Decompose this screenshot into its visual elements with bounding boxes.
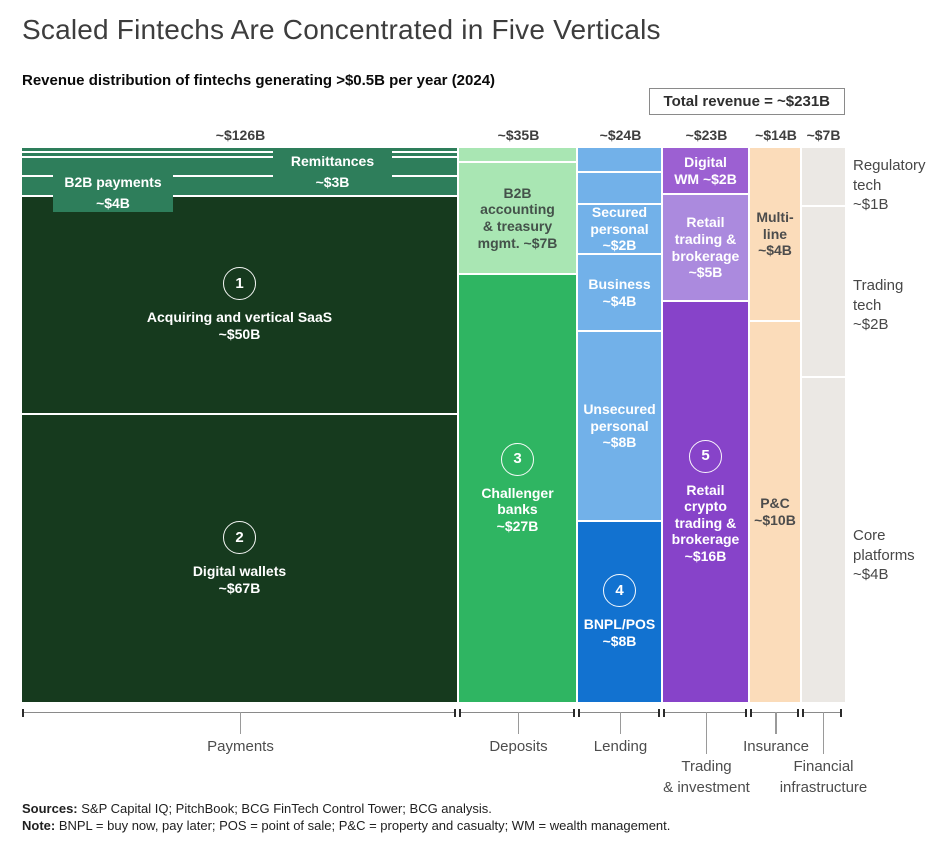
page-title: Scaled Fintechs Are Concentrated in Five… xyxy=(22,14,661,45)
segment-digital-wm: Digital WM ~$2B xyxy=(663,148,748,195)
segment-unlabeled-small xyxy=(578,148,661,173)
segment-multi-line: Multi-line ~$4B xyxy=(750,148,800,322)
segment-unlabeled-small xyxy=(459,148,576,163)
axis-leader-deposits xyxy=(517,712,519,734)
segment-unlabeled-small xyxy=(578,173,661,205)
axis-label-financial-infrastructure: Financial infrastructure xyxy=(779,758,868,796)
note-label: Note: xyxy=(22,818,56,833)
segment-unsecured-personal: Unsecured personal ~$8B xyxy=(578,332,661,522)
sources-label: Sources: xyxy=(22,801,78,816)
axis-label-insurance: Insurance xyxy=(743,738,809,755)
chart-subtitle: Revenue distribution of fintechs generat… xyxy=(22,72,496,89)
column-payments: 1 Acquiring and vertical SaaS ~$50B 2 Digita… xyxy=(22,148,459,702)
segment-unlabeled-small xyxy=(22,148,457,153)
axis-bracket-deposits xyxy=(459,709,575,717)
axis-bracket-financial-infrastructure xyxy=(802,709,842,717)
column-trading-investment: Digital WM ~$2B Retail trading & brokerage ~$… xyxy=(663,148,750,702)
segment-business: Business ~$4B xyxy=(578,255,661,332)
axis-bracket-payments xyxy=(22,709,456,717)
axis-leader-trading-investment xyxy=(705,712,707,754)
segment-p-and-c: P&C ~$10B xyxy=(750,322,800,702)
number-badge-5: 5 xyxy=(689,439,722,473)
column-deposits: B2B accounting & treasury mgmt. ~$7B 3 Challe… xyxy=(459,148,578,702)
segment-label: Retail trading & brokerage ~$5B xyxy=(671,214,740,281)
right-label-core-platforms: Core platforms ~$4B xyxy=(853,527,915,583)
axis-label-payments: Payments xyxy=(207,738,274,755)
total-revenue-badge: Total revenue = ~$231B xyxy=(648,88,845,115)
segment-secured-personal: Secured personal ~$2B xyxy=(578,205,661,255)
marimekko-chart: 1 Acquiring and vertical SaaS ~$50B 2 Digita… xyxy=(22,148,845,702)
number-badge-4: 4 xyxy=(603,574,636,608)
segment-label: Business ~$4B xyxy=(588,275,651,309)
axis-line xyxy=(24,711,454,713)
segment-digital-wallets: 2 Digital wallets ~$67B xyxy=(22,415,457,702)
axis-label-lending: Lending xyxy=(593,738,648,755)
segment-label: B2B accounting & treasury mgmt. ~$7B xyxy=(477,184,558,251)
segment-label: Multi-line ~$4B xyxy=(756,209,794,259)
segment-label: Retail crypto trading & brokerage ~$16B xyxy=(671,481,740,564)
axis-bracket-trading-investment xyxy=(663,709,747,717)
axis-line xyxy=(752,711,797,713)
axis-bracket-lending xyxy=(578,709,660,717)
number-badge-1: 1 xyxy=(223,267,256,301)
axis-label-deposits: Deposits xyxy=(489,738,548,755)
callout-b2b-payments: B2B payments ~$4B xyxy=(53,173,173,212)
segment-label: Unsecured personal ~$8B xyxy=(583,401,656,451)
segment-regulatory-tech xyxy=(802,148,845,207)
column-lending: Secured personal ~$2B Business ~$4B Unsecured… xyxy=(578,148,663,702)
column-total-payments: ~$126B xyxy=(215,127,266,143)
segment-acquiring-and-vertical-saas: 1 Acquiring and vertical SaaS ~$50B xyxy=(22,197,457,415)
segment-label: BNPL/POS ~$8B xyxy=(583,616,656,649)
segment-label: Secured personal ~$2B xyxy=(590,205,649,254)
note-line: Note: BNPL = buy now, pay later; POS = p… xyxy=(22,818,670,833)
segment-unlabeled-small xyxy=(22,153,457,158)
column-insurance: Multi-line ~$4B P&C ~$10B xyxy=(750,148,802,702)
segment-label: Digital wallets ~$67B xyxy=(192,562,287,596)
segment-label: Acquiring and vertical SaaS ~$50B xyxy=(146,309,333,342)
axis-bracket-insurance xyxy=(750,709,799,717)
number-badge-2: 2 xyxy=(223,520,256,554)
axis-leader-payments xyxy=(239,712,241,734)
axis-leader-financial-infrastructure xyxy=(822,712,824,754)
right-label-trading-tech: Trading tech ~$2B xyxy=(853,277,904,333)
callout-remittances: Remittances ~$3B xyxy=(273,150,392,193)
segment-core-platforms xyxy=(802,378,845,702)
segment-label: Challenger banks ~$27B xyxy=(481,484,554,534)
segment-trading-tech xyxy=(802,207,845,378)
segment-retail-trading-brokerage: Retail trading & brokerage ~$5B xyxy=(663,195,748,302)
axis-leader-lending xyxy=(619,712,621,734)
sources-line: Sources: S&P Capital IQ; PitchBook; BCG … xyxy=(22,801,492,816)
column-total-insurance: ~$14B xyxy=(755,127,797,143)
sources-text: S&P Capital IQ; PitchBook; BCG FinTech C… xyxy=(77,801,492,816)
segment-label: P&C ~$10B xyxy=(754,495,796,528)
number-badge-3: 3 xyxy=(501,442,534,476)
axis-label-trading-investment: Trading & investment xyxy=(663,758,750,796)
column-financial-infrastructure xyxy=(802,148,845,702)
segment-b2b-accounting-treasury: B2B accounting & treasury mgmt. ~$7B xyxy=(459,163,576,275)
x-axis: Payments Deposits Lending Trading & investme… xyxy=(22,706,867,806)
right-label-regulatory-tech: Regulatory tech ~$1B xyxy=(853,157,926,213)
segment-challenger-banks: 3 Challenger banks ~$27B xyxy=(459,275,576,702)
column-total-financial-infrastructure: ~$7B xyxy=(806,127,841,143)
column-total-deposits: ~$35B xyxy=(497,127,540,143)
axis-line xyxy=(665,711,745,713)
segment-label: Digital WM ~$2B xyxy=(674,153,737,187)
segment-retail-crypto-trading-brokerage: 5 Retail crypto trading & brokerage ~$16B xyxy=(663,302,748,702)
axis-line xyxy=(804,711,840,713)
column-total-trading-investment: ~$23B xyxy=(685,127,728,143)
segment-bnpl-pos: 4 BNPL/POS ~$8B xyxy=(578,522,661,702)
axis-line xyxy=(461,711,573,713)
axis-line xyxy=(580,711,658,713)
column-total-lending: ~$24B xyxy=(599,127,642,143)
note-text: BNPL = buy now, pay later; POS = point o… xyxy=(55,818,671,833)
axis-leader-insurance xyxy=(775,712,777,734)
